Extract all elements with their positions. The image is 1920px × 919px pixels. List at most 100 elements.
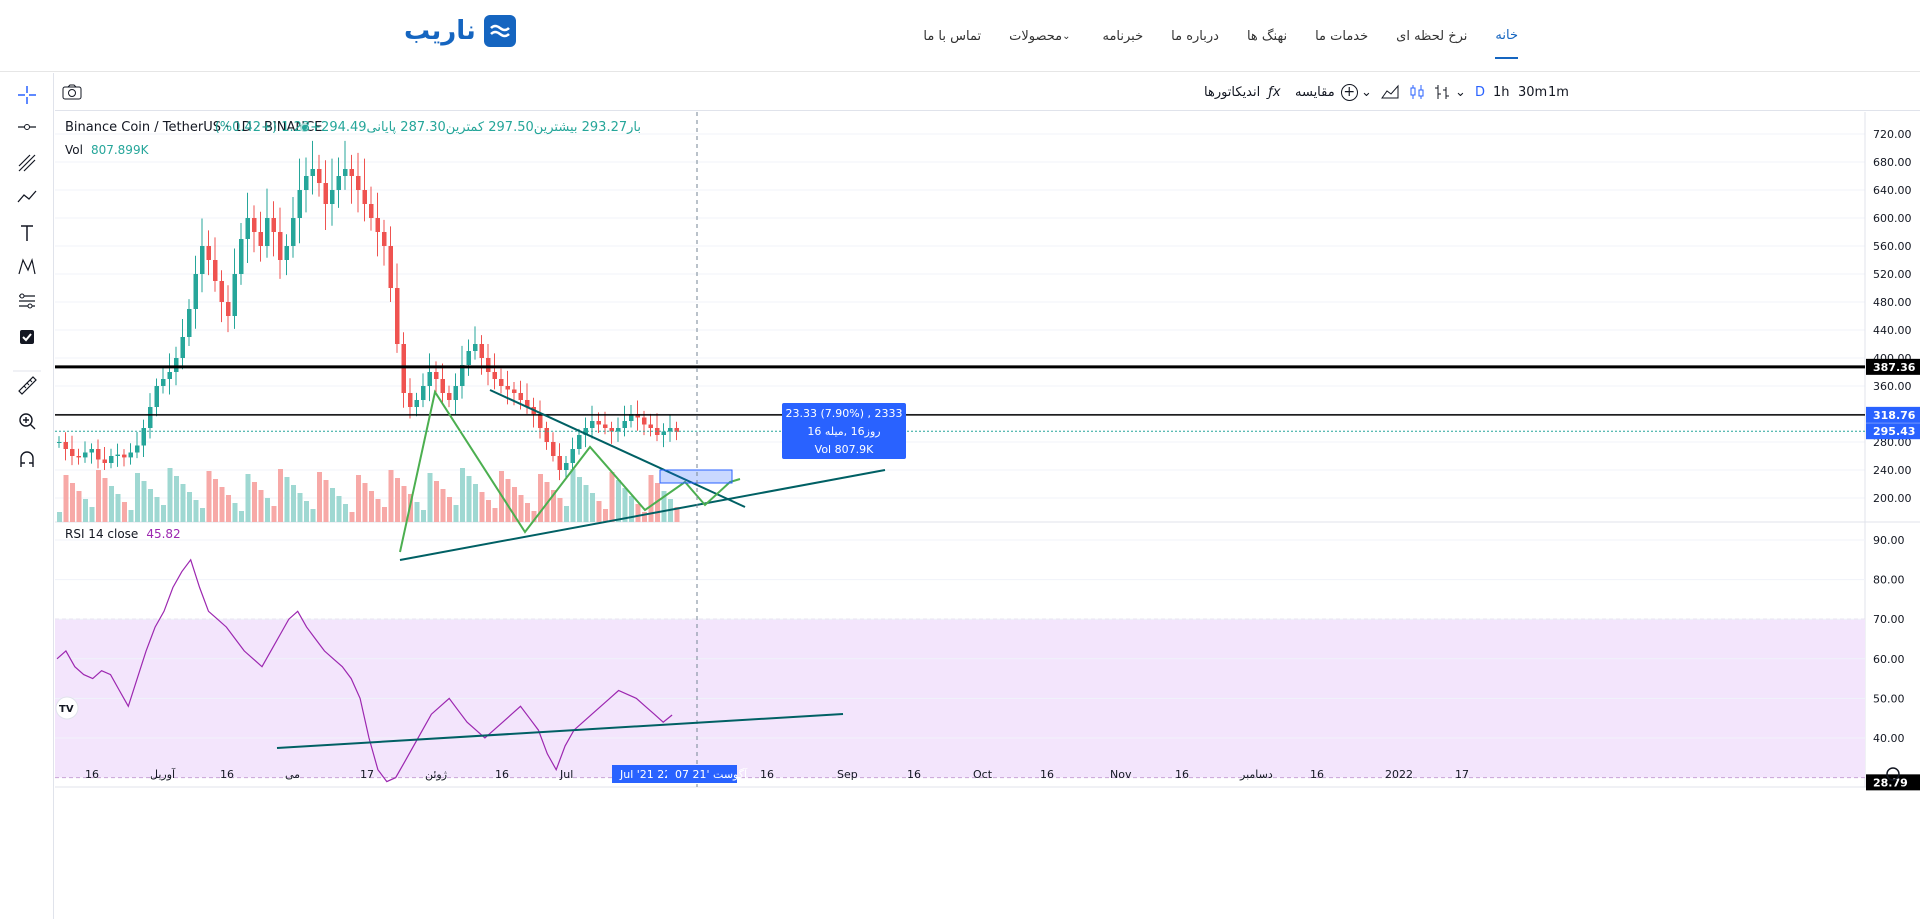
nav-home[interactable]: خانه bbox=[1495, 13, 1518, 59]
candle-body bbox=[479, 344, 484, 358]
chart-area[interactable]: 720.00 680.00 640.00 600.00 560.00 520.00 480.… bbox=[55, 112, 1920, 919]
volume-bar bbox=[570, 469, 576, 522]
forecast-icon[interactable] bbox=[13, 287, 41, 315]
candle-body bbox=[148, 407, 153, 428]
text-icon[interactable] bbox=[13, 219, 41, 247]
time-tick-label: 16 bbox=[1175, 768, 1189, 781]
volume-bar bbox=[239, 511, 244, 522]
candle-body bbox=[330, 190, 335, 204]
volume-bar bbox=[583, 485, 589, 522]
candle-body bbox=[369, 204, 374, 218]
volume-bar bbox=[174, 476, 179, 522]
candle-body bbox=[538, 414, 543, 428]
ruler-icon[interactable] bbox=[13, 371, 41, 399]
interval-1m[interactable]: 1m bbox=[1548, 84, 1569, 100]
volume-bar bbox=[629, 496, 634, 522]
volume-bar bbox=[531, 511, 537, 522]
candle-body bbox=[284, 246, 289, 260]
candle-body bbox=[460, 365, 465, 386]
nav-services[interactable]: خدمات ما bbox=[1315, 28, 1369, 44]
volume-bar bbox=[258, 490, 264, 522]
candle-body bbox=[271, 218, 276, 232]
chart-canvas[interactable]: 720.00 680.00 640.00 600.00 560.00 520.00 480.… bbox=[55, 112, 1920, 919]
chevron-down-icon[interactable]: ⌄ bbox=[1361, 84, 1372, 100]
volume-bar bbox=[330, 488, 335, 522]
candle-body bbox=[206, 246, 211, 260]
volume-bar bbox=[486, 500, 491, 522]
candle-body bbox=[161, 379, 166, 386]
time-tick-label: 16 bbox=[1310, 768, 1324, 781]
candle-body bbox=[258, 232, 263, 246]
chevron-down-icon: ⌄ bbox=[1062, 30, 1071, 42]
candle-body bbox=[343, 169, 348, 176]
nav-newsletter[interactable]: خبرنامه bbox=[1102, 28, 1144, 44]
nav-about[interactable]: درباره ما bbox=[1171, 28, 1219, 44]
measure-line3: Vol 807.9K bbox=[814, 443, 874, 456]
bars-icon[interactable] bbox=[1432, 78, 1452, 106]
chevron-down-icon[interactable]: ⌄ bbox=[1455, 84, 1466, 100]
nav-products[interactable]: محصولات ⌄ bbox=[1009, 13, 1074, 59]
candle-body bbox=[408, 393, 413, 407]
main-nav: خانه نرخ لحظه ای خدمات ما نهنگ ها درباره… bbox=[895, 0, 1518, 72]
magnet-icon[interactable] bbox=[13, 445, 41, 473]
interval-1h[interactable]: 1h bbox=[1493, 84, 1510, 100]
vol-label: Vol bbox=[65, 143, 83, 157]
candle-body bbox=[544, 428, 549, 442]
volume-bar bbox=[447, 497, 452, 522]
volume-bar bbox=[362, 483, 368, 522]
trend-line-icon[interactable] bbox=[13, 113, 41, 141]
candle-body bbox=[674, 428, 679, 432]
volume-bar bbox=[76, 491, 82, 522]
nav-contact[interactable]: تماس با ما bbox=[923, 28, 982, 44]
area-chart-icon[interactable] bbox=[1380, 78, 1400, 106]
indicators-button[interactable]: اندیکاتورها ƒx bbox=[1204, 78, 1281, 106]
candle-body bbox=[629, 414, 634, 421]
site-header: ناریب خانه نرخ لحظه ای خدمات ما نهنگ ها … bbox=[0, 0, 1920, 72]
pattern-icon[interactable] bbox=[13, 183, 41, 211]
candle-body bbox=[492, 372, 497, 379]
volume-bar bbox=[180, 484, 186, 522]
candle-body bbox=[421, 386, 426, 400]
tradingview-logo-text: TV bbox=[59, 704, 74, 715]
time-tick-label: Jul '21 22 bbox=[619, 768, 671, 781]
candle-body bbox=[219, 281, 224, 302]
volume-bar bbox=[70, 483, 75, 522]
volume-bar bbox=[187, 492, 192, 522]
interval-30m[interactable]: 30m bbox=[1518, 84, 1548, 100]
volume-bar bbox=[63, 475, 69, 522]
candle-body bbox=[427, 372, 432, 386]
xabcd-icon[interactable] bbox=[13, 253, 41, 281]
chart-toolbar: اندیکاتورها ƒx مقایسه + ⌄ ⌄ D 1h 30m 1m bbox=[55, 73, 1920, 111]
compare-button[interactable]: مقایسه + bbox=[1295, 78, 1358, 106]
crosshair-icon[interactable] bbox=[13, 81, 41, 109]
candle-body bbox=[239, 239, 244, 274]
volume-bar bbox=[577, 477, 582, 522]
candle-body bbox=[577, 435, 582, 449]
candle-body bbox=[356, 176, 361, 190]
time-tick-label: Oct bbox=[973, 768, 993, 781]
volume-bar bbox=[89, 507, 95, 522]
candles-icon[interactable] bbox=[1407, 78, 1427, 106]
nav-whales[interactable]: نهنگ ها bbox=[1246, 28, 1288, 44]
volume-bar bbox=[167, 468, 173, 522]
candle-body bbox=[349, 169, 354, 176]
rsi-trend-line bbox=[276, 713, 844, 749]
candle-body bbox=[375, 218, 380, 232]
nav-live-rate[interactable]: نرخ لحظه ای bbox=[1396, 28, 1468, 44]
ohlc-legend: بار293.27 بیشترین297.50 کمترین287.30 پای… bbox=[214, 120, 641, 135]
candle-body bbox=[642, 417, 647, 425]
checkbox-icon[interactable] bbox=[13, 323, 41, 351]
interval-d[interactable]: D bbox=[1475, 84, 1486, 100]
time-tick-label: Jul bbox=[559, 768, 573, 781]
rsi-tick-label: 40.00 bbox=[1873, 732, 1905, 745]
volume-bar bbox=[265, 498, 270, 522]
camera-icon[interactable] bbox=[61, 78, 83, 106]
time-tick-label: 16 bbox=[495, 768, 509, 781]
vol-legend: Vol 807.899K bbox=[65, 143, 148, 157]
zoom-icon[interactable] bbox=[13, 407, 41, 435]
site-logo[interactable]: ناریب bbox=[404, 14, 516, 48]
volume-bar bbox=[161, 505, 166, 522]
volume-bar bbox=[674, 507, 680, 522]
fib-icon[interactable] bbox=[13, 149, 41, 177]
volume-bar bbox=[252, 482, 257, 522]
